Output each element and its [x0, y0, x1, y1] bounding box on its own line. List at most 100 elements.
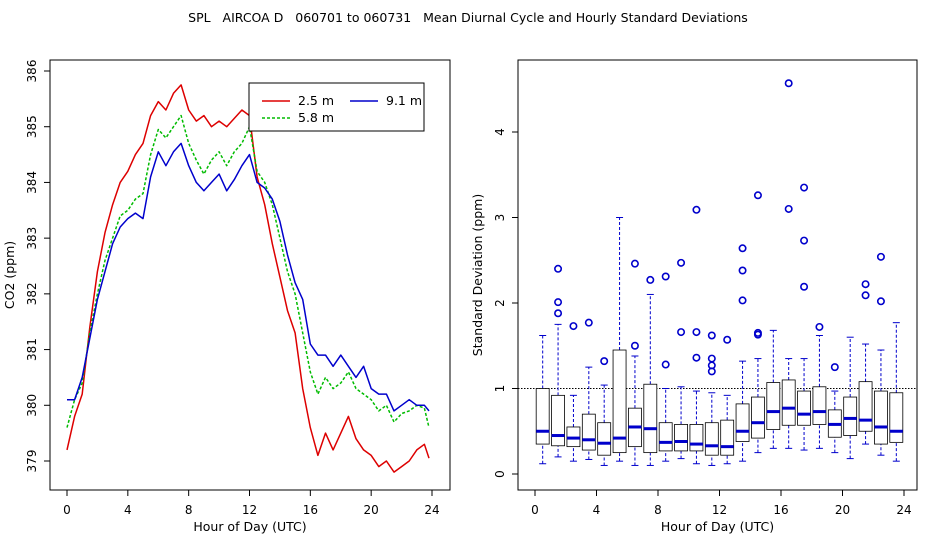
outlier-point: [738, 266, 747, 275]
left-y-tick-label: 386: [25, 60, 39, 83]
outlier-point: [800, 183, 809, 192]
iqr-box: [812, 386, 827, 425]
legend-label: 9.1 m: [386, 93, 422, 108]
left-y-tick-label: 383: [25, 227, 39, 250]
outlier-point: [692, 205, 701, 214]
outlier-point: [707, 331, 716, 340]
figure-title: SPL AIRCOA D 060701 to 060731 Mean Diurn…: [188, 10, 748, 25]
right-x-tick-label: 20: [835, 503, 850, 517]
box-hour-11-5: [704, 331, 719, 466]
outlier-point: [554, 309, 563, 318]
iqr-box: [612, 349, 627, 454]
box-hour-17-5: [797, 183, 811, 451]
outlier-point: [800, 282, 809, 291]
iqr-box: [720, 419, 735, 456]
left-y-tick-label: 382: [25, 282, 39, 305]
box-hour-20-5: [843, 336, 858, 460]
box-hour-2-5: [566, 322, 581, 462]
outlier-point: [692, 353, 701, 362]
outlier-point: [646, 275, 655, 284]
right-y-tick-label: 1: [493, 385, 507, 393]
left-y-tick-label: 380: [25, 394, 39, 417]
outlier-point: [784, 204, 793, 213]
iqr-box: [551, 394, 565, 447]
outlier-point: [630, 259, 639, 268]
outlier-point: [630, 341, 639, 350]
iqr-box: [797, 390, 811, 426]
iqr-box: [858, 381, 873, 432]
box-hour-3-5: [581, 318, 596, 460]
outlier-point: [753, 328, 762, 337]
box-hour-1-5: [551, 264, 565, 458]
iqr-box: [735, 403, 750, 442]
left-y-axis-label: CO2 (ppm): [2, 241, 17, 309]
outlier-point: [554, 298, 563, 307]
box-hour-0-5: [535, 334, 550, 465]
outlier-point: [800, 236, 809, 245]
outlier-point: [723, 335, 732, 344]
box-hour-5-5: [612, 217, 627, 462]
box-hour-22-5: [874, 252, 888, 456]
right-y-tick-label: 4: [493, 128, 507, 136]
box-hour-9-5: [674, 258, 688, 460]
left-x-tick-label: 8: [185, 503, 193, 517]
iqr-box: [581, 413, 596, 451]
legend-label: 5.8 m: [298, 110, 334, 125]
right-y-tick-label: 0: [493, 470, 507, 478]
left-y-tick-label: 384: [25, 171, 39, 194]
legend-label: 2.5 m: [298, 93, 334, 108]
iqr-box: [751, 396, 765, 439]
right-x-tick-label: 24: [896, 503, 911, 517]
legend: 2.5 m 5.8 m 9.1 m: [248, 82, 425, 132]
box-hour-23-5: [889, 322, 904, 462]
iqr-box: [704, 422, 719, 456]
outlier-point: [861, 280, 870, 289]
outlier-point: [600, 357, 609, 366]
left-x-tick-label: 24: [424, 503, 439, 517]
co2-diurnal-chart: 0 4 8 12 16 20 24 379 380 381 382 383 384 385 386 Hour …: [2, 59, 451, 534]
box-hour-21-5: [858, 280, 873, 445]
box-hour-19-5: [827, 363, 842, 454]
box-hour-8-5: [658, 272, 673, 462]
outlier-point: [861, 291, 870, 300]
left-x-tick-label: 16: [303, 503, 318, 517]
series-line-5-8-m: [66, 114, 430, 428]
right-y-tick-label: 3: [493, 214, 507, 222]
box-hour-14-5: [751, 191, 765, 454]
iqr-box: [643, 383, 658, 454]
left-x-axis-label: Hour of Day (UTC): [193, 519, 306, 534]
box-hour-12-5: [720, 335, 735, 465]
outlier-point: [707, 354, 716, 363]
left-x-tick-label: 12: [242, 503, 257, 517]
iqr-box: [843, 396, 858, 436]
left-x-tick-label: 0: [63, 503, 71, 517]
series-line-9-1-m: [67, 142, 430, 412]
left-x-tick-label: 20: [364, 503, 379, 517]
right-x-tick-label: 16: [773, 503, 788, 517]
legend-box: [248, 82, 425, 132]
iqr-box: [766, 382, 781, 430]
outlier-point: [692, 328, 701, 337]
outlier-point: [753, 191, 762, 200]
box-hour-4-5: [597, 357, 612, 466]
iqr-box: [597, 422, 612, 456]
outlier-point: [815, 322, 824, 331]
outlier-point: [738, 244, 747, 253]
left-y-tick-label: 379: [25, 450, 39, 473]
outlier-point: [830, 363, 839, 372]
outlier-point: [569, 322, 578, 331]
outlier-point: [876, 297, 885, 306]
box-hour-10-5: [689, 205, 704, 465]
right-x-axis-label: Hour of Day (UTC): [661, 519, 774, 534]
box-hour-18-5: [812, 322, 827, 449]
iqr-box: [889, 392, 904, 443]
iqr-box: [781, 379, 796, 426]
outlier-point: [584, 318, 593, 327]
right-x-tick-label: 12: [712, 503, 727, 517]
left-y-tick-label: 381: [25, 338, 39, 361]
box-hour-16-5: [781, 79, 796, 449]
box-hour-7-5: [643, 275, 658, 466]
box-hour-6-5: [628, 259, 642, 466]
series-line-2-5-m: [66, 84, 430, 473]
